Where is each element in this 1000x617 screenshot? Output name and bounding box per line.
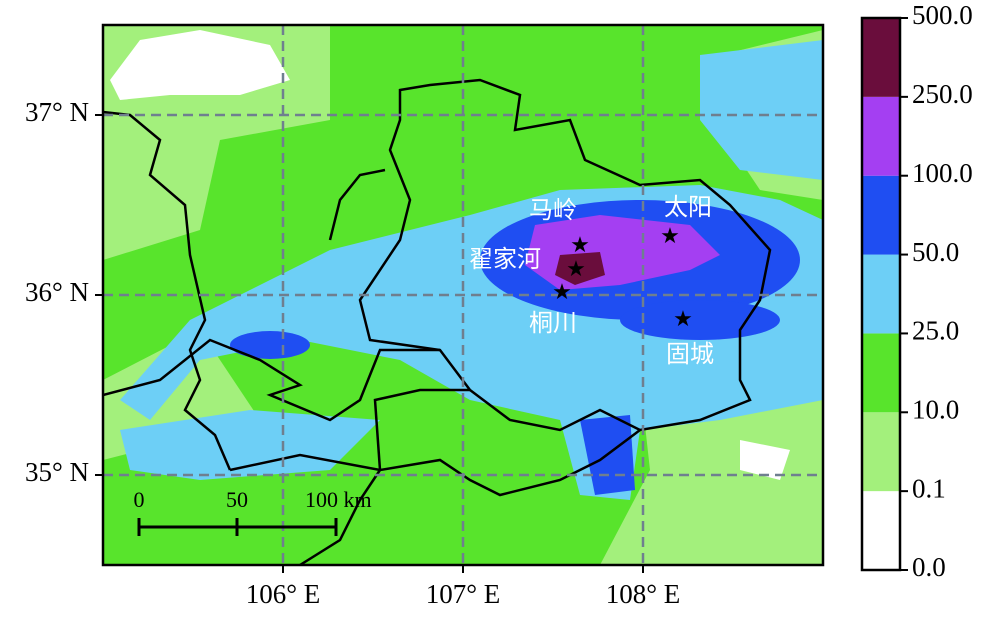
field-blue: [230, 331, 310, 359]
station-marker: ★: [570, 232, 590, 257]
colorbar-tick-label: 0.0: [912, 552, 946, 582]
colorbar-tick-label: 250.0: [912, 79, 973, 109]
field-white: [110, 30, 290, 100]
colorbar-tick-label: 100.0: [912, 158, 973, 188]
boundary: [299, 469, 382, 565]
station-marker: ★: [552, 279, 572, 304]
boundary: [328, 168, 386, 241]
boundary: [229, 429, 641, 497]
colorbar-bin: [862, 175, 900, 255]
y-tick-label: 37° N: [25, 97, 89, 127]
station-label: 太阳: [664, 193, 712, 221]
colorbar-bin: [862, 491, 900, 570]
x-tick-label: 108° E: [606, 579, 681, 609]
colorbar-bin: [862, 96, 900, 176]
colorbar-tick-label: 50.0: [912, 237, 959, 267]
colorbar-frame: [860, 16, 902, 572]
colorbar-bin: [862, 412, 900, 492]
station-marker: ★: [660, 223, 680, 248]
station-label: 翟家河: [469, 245, 541, 273]
y-tick-label: 35° N: [25, 457, 89, 487]
boundary: [103, 338, 440, 422]
colorbar-bin: [862, 254, 900, 334]
scale-bar-label: 100 km: [305, 487, 372, 512]
boundary: [373, 388, 470, 471]
colorbar-bin: [862, 333, 900, 413]
station-label: 马岭: [529, 196, 577, 224]
field-white: [740, 440, 790, 480]
boundaries: [103, 78, 772, 565]
field-maroon: [555, 252, 605, 285]
station-label: 固城: [666, 340, 714, 368]
colorbar-bin: [862, 18, 900, 97]
scale-bar: 0 50 100 km: [134, 487, 372, 536]
colorbar: 0.0 0.1 10.0 25.0 50.0 100.0 250.0 500.0: [860, 0, 973, 582]
grid: [103, 25, 823, 565]
scale-bar-label: 0: [134, 487, 145, 512]
x-tick-label: 107° E: [426, 579, 501, 609]
colorbar-tick-label: 500.0: [912, 0, 973, 30]
field-light-blue: [120, 410, 380, 480]
field-light-blue: [700, 40, 823, 180]
scale-bar-label: 50: [226, 487, 248, 512]
stations: ★ 马岭 ★ 翟家河 ★ 桐川 ★ 太阳 ★ 固城: [469, 193, 714, 368]
station-marker: ★: [566, 256, 586, 281]
colorbar-tick-label: 10.0: [912, 394, 959, 424]
boundary: [358, 78, 772, 432]
colorbar-tick-label: 25.0: [912, 316, 959, 346]
x-tick-label: 106° E: [246, 579, 321, 609]
station-label: 桐川: [529, 309, 577, 337]
y-tick-label: 36° N: [25, 277, 89, 307]
colorbar-tick-label: 0.1: [912, 473, 946, 503]
station-marker: ★: [673, 306, 693, 331]
boundary: [103, 110, 232, 471]
